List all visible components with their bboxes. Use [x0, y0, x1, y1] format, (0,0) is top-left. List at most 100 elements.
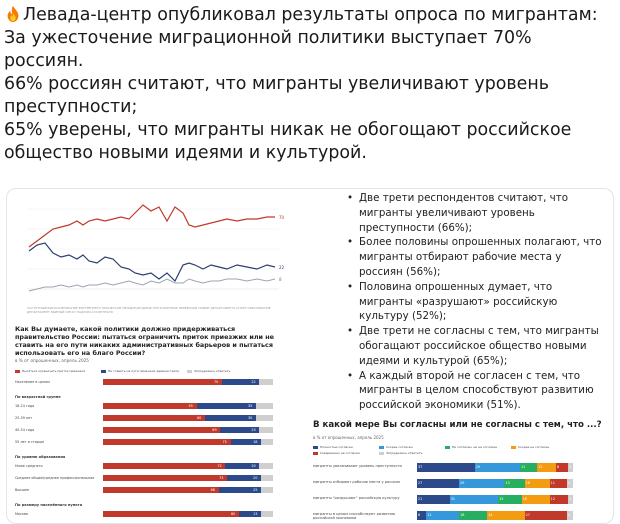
segment-value: 12: [550, 497, 555, 501]
agreement-legend-item: Затрудняюсь ответить: [379, 451, 422, 455]
policy-survey-subtitle: в % от опрошенных, апрель 2025: [15, 358, 89, 363]
agreement-bar-segment: 6: [417, 511, 427, 520]
legend-swatch: [379, 445, 384, 449]
policy-row-label: Среднее общее/среднее профессиональное: [15, 476, 95, 480]
segment-value: 27: [418, 481, 423, 485]
policy-stacked-bar: 70 22: [103, 379, 273, 385]
agreement-row-label: мигранты "разрушают" российскую культуру: [313, 496, 400, 500]
agreement-legend-item: Полностью согласен: [313, 445, 353, 449]
policy-stacked-bar: 75 18: [103, 439, 273, 445]
policy-bar-segment: 13: [239, 511, 262, 517]
agreement-bar-segment: 3: [568, 463, 573, 472]
policy-bar-segment: 23: [220, 427, 260, 433]
policy-bar-segment: 18: [230, 439, 262, 445]
policy-row-label: Высшее: [15, 488, 30, 492]
bullet-item: • А каждый второй не согласен с тем, что …: [347, 369, 594, 412]
bullet-item: • Две трети респондентов считают, что миг…: [347, 192, 569, 234]
legend-swatch: [445, 445, 450, 449]
post-line-3: россиян.: [4, 51, 84, 71]
post-line-5: преступности;: [4, 97, 138, 117]
segment-value: 4: [567, 513, 570, 517]
policy-bar-segment: 25: [218, 487, 262, 493]
policy-row-label: Население в целом: [15, 380, 50, 384]
post-line-2: За ужесточение миграционной политики выс…: [4, 28, 532, 48]
policy-bar-segment: 55: [103, 403, 197, 409]
attached-image[interactable]: 70 22 8 ЧАСТОТНЫЙ/ФИНАНСИРОВАНИЕ ВНУТРЕН…: [6, 188, 614, 524]
policy-row-label: 55 лет и старше: [15, 440, 45, 444]
policy-bar-segment: 75: [103, 439, 231, 445]
segment-value: 20: [253, 476, 258, 480]
agreement-bar-segment: 11: [519, 463, 538, 472]
segment-value: 80: [231, 512, 236, 516]
agreement-stacked-bar: 6 21 18 24 27 4: [417, 511, 573, 520]
agreement-bar-segment: 27: [524, 511, 567, 520]
legend-label: Скорее не согласен: [518, 445, 550, 449]
agreement-bar-segment: 15: [498, 495, 522, 504]
policy-stacked-bar: 73 20: [103, 475, 273, 481]
segment-value: 4: [567, 481, 570, 485]
policy-bar-segment: [261, 475, 273, 481]
segment-value: 18: [522, 497, 527, 501]
policy-legend-item: Не ставить на пути приезжих администрати: [101, 369, 179, 373]
policy-bar-segment: 20: [227, 475, 262, 481]
agreement-bar-segment: 18: [521, 495, 550, 504]
segment-value: 18: [253, 440, 258, 444]
bullet-item: • Более половины опрошенных полагают, что…: [347, 236, 602, 278]
segment-value: 69: [212, 428, 217, 432]
legend-swatch: [15, 369, 20, 373]
legend-label: Затрудняюсь ответить: [194, 369, 231, 373]
legend-label: Пытаться ограничить приток приезжих: [22, 369, 86, 373]
segment-value: 55: [188, 404, 193, 408]
agreement-legend-item: Совершенно не согласен: [313, 451, 360, 455]
policy-row-label: Ниже среднего: [15, 464, 43, 468]
policy-group-header: По возрастной группе: [15, 395, 61, 399]
policy-bar-segment: [259, 379, 273, 385]
segment-value: 68: [210, 488, 215, 492]
segment-value: 3: [569, 465, 572, 469]
policy-stacked-bar: 68 25: [103, 487, 273, 493]
legend-label: Затрудняюсь ответить: [386, 451, 423, 455]
policy-bar-segment: [259, 427, 273, 433]
policy-bar-segment: 20: [225, 463, 260, 469]
agreement-bar-segment: 18: [459, 511, 488, 520]
series-hard-to-say-line: [28, 278, 276, 292]
segment-value: 11: [550, 481, 555, 485]
segment-value: 27: [525, 513, 530, 517]
segment-value: 72: [217, 464, 222, 468]
policy-bar-segment: 80: [103, 511, 239, 517]
segment-value: 16: [525, 481, 530, 485]
agreement-bar-segment: 37: [417, 463, 475, 472]
segment-value: 13: [253, 512, 258, 516]
segment-value: 37: [418, 465, 423, 469]
policy-bar-segment: 35: [196, 403, 256, 409]
policy-bar-segment: [261, 439, 273, 445]
segment-value: 6: [418, 513, 421, 517]
post-text: Левада-центр опубликовал результаты опро…: [4, 4, 614, 165]
segment-value: 31: [450, 497, 456, 501]
agreement-stacked-bar: 21 31 15 18 12 3: [417, 495, 573, 504]
legend-swatch: [313, 451, 318, 455]
agreement-bar-segment: 31: [449, 495, 499, 504]
segment-value: 29: [460, 481, 465, 485]
segment-value: 8: [556, 465, 559, 469]
end-label-no-barriers: 22: [279, 265, 285, 270]
bullet-item: • Две трети не согласны с тем, что мигран…: [347, 325, 599, 367]
legend-label: Не ставить на пути приезжих администрати: [108, 369, 180, 373]
segment-value: 24: [488, 513, 493, 517]
segment-value: 13: [505, 481, 510, 485]
post-line-1: Левада-центр опубликовал результаты опро…: [4, 4, 614, 27]
agreement-bar-segment: 16: [524, 479, 550, 488]
policy-stacked-bar: 72 20: [103, 463, 273, 469]
chart-caption: ЧАСТОТНЫЙ/ФИНАНСИРОВАНИЕ ВНУТРЕННЕГО ПРО…: [27, 306, 271, 314]
policy-stacked-bar: 55 35: [103, 403, 273, 409]
agreement-legend-item: Скорее согласен: [379, 445, 413, 449]
legend-swatch: [101, 369, 106, 373]
policy-bar-segment: [256, 415, 273, 421]
segment-value: 75: [222, 440, 227, 444]
fire-icon: [7, 5, 19, 23]
agreement-legend-item: Скорее не согласен: [511, 445, 549, 449]
policy-bar-segment: 73: [103, 475, 228, 481]
segment-value: 60: [197, 416, 202, 420]
segment-value: 18: [460, 513, 465, 517]
end-label-hard-to-say: 8: [279, 277, 282, 282]
